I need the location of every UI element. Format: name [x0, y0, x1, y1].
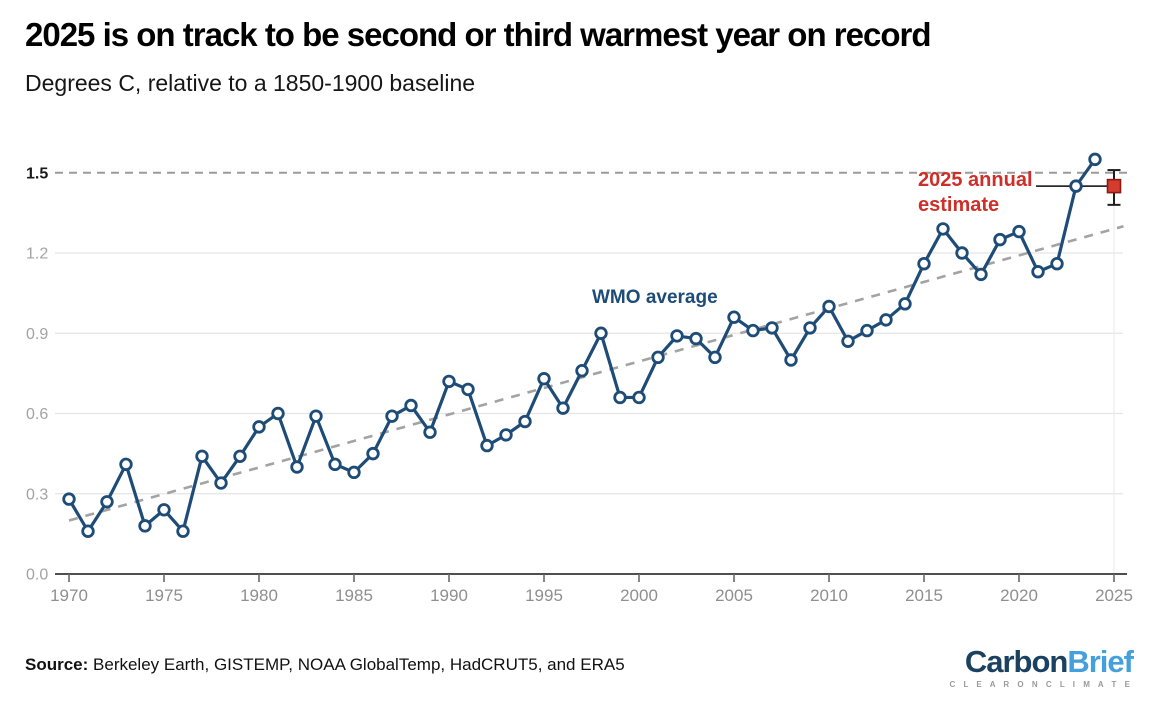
xtick-label-1975: 1975 — [145, 586, 183, 605]
data-point-1989 — [423, 425, 437, 439]
xtick-label-2025: 2025 — [1095, 586, 1133, 605]
data-point-2002 — [670, 329, 684, 343]
data-point-1996 — [556, 401, 570, 415]
xtick-label-1980: 1980 — [240, 586, 278, 605]
data-point-2006 — [746, 323, 760, 338]
source-line: Source: Berkeley Earth, GISTEMP, NOAA Gl… — [25, 655, 625, 675]
estimate-2025-marker — [1106, 178, 1122, 194]
xtick-label-2010: 2010 — [810, 586, 848, 605]
ytick-label-1.2: 1.2 — [26, 246, 48, 263]
data-point-1975 — [157, 503, 171, 517]
data-point-2019 — [993, 232, 1007, 247]
data-point-1974 — [138, 519, 152, 533]
xtick-label-2005: 2005 — [715, 586, 753, 605]
ytick-label-0.0: 0.0 — [26, 567, 48, 584]
data-point-2021 — [1031, 265, 1045, 279]
data-point-1978 — [214, 476, 228, 490]
estimate-label-line1: 2025 annual — [918, 169, 1033, 191]
data-point-2008 — [784, 353, 798, 367]
data-point-1991 — [461, 382, 475, 397]
data-point-2007 — [765, 321, 779, 335]
data-point-2015 — [917, 257, 931, 271]
data-point-1972 — [100, 495, 114, 509]
data-point-1986 — [366, 446, 380, 461]
xtick-label-1990: 1990 — [430, 586, 468, 605]
data-point-1977 — [195, 449, 209, 464]
data-point-1993 — [499, 428, 513, 442]
data-point-1979 — [233, 449, 247, 464]
data-point-1995 — [537, 372, 551, 386]
data-point-2010 — [822, 299, 836, 314]
data-point-1983 — [309, 409, 323, 423]
data-point-1999 — [613, 390, 627, 405]
xtick-label-2020: 2020 — [1000, 586, 1038, 605]
data-point-1990 — [442, 374, 456, 389]
data-point-1994 — [518, 414, 532, 429]
data-point-2024 — [1088, 152, 1102, 167]
data-point-2001 — [651, 350, 665, 365]
data-point-1980 — [252, 420, 266, 434]
data-point-2018 — [974, 267, 988, 282]
data-point-1998 — [594, 326, 608, 340]
data-point-2011 — [841, 334, 855, 348]
xtick-label-1985: 1985 — [335, 586, 373, 605]
data-point-1973 — [119, 457, 133, 472]
data-point-1992 — [480, 438, 494, 453]
data-point-2023 — [1069, 179, 1083, 193]
data-point-1971 — [81, 524, 95, 538]
data-point-1984 — [328, 457, 342, 472]
xtick-label-2000: 2000 — [620, 586, 658, 605]
data-point-1970 — [62, 492, 76, 506]
estimate-label-line2: estimate — [918, 194, 999, 216]
data-point-2000 — [632, 390, 646, 405]
xtick-label-2015: 2015 — [905, 586, 943, 605]
logo-carbon: Carbon — [964, 644, 1068, 679]
carbonbrief-logo: CarbonBrief C L E A R O N C L I M A T E — [949, 644, 1134, 689]
data-point-1976 — [176, 524, 190, 538]
data-point-2004 — [708, 350, 722, 365]
data-point-2014 — [898, 297, 912, 311]
data-point-2003 — [689, 331, 703, 346]
data-point-1988 — [404, 398, 418, 413]
source-label: Source: — [25, 655, 89, 674]
data-point-2012 — [860, 323, 874, 338]
ytick-label-0.6: 0.6 — [26, 406, 48, 423]
data-point-1987 — [385, 409, 399, 423]
wmo-average-label: WMO average — [592, 287, 718, 308]
data-point-2022 — [1050, 257, 1064, 271]
data-point-2005 — [727, 310, 741, 324]
page-subtitle: Degrees C, relative to a 1850-1900 basel… — [25, 70, 476, 96]
page-title: 2025 is on track to be second or third w… — [25, 16, 931, 53]
data-point-2017 — [955, 246, 969, 260]
data-point-2013 — [879, 313, 893, 327]
data-point-2009 — [803, 321, 817, 335]
ytick-label-1.5: 1.5 — [26, 165, 48, 182]
data-point-1997 — [575, 364, 589, 378]
data-point-1985 — [347, 465, 361, 480]
data-point-2020 — [1012, 224, 1026, 239]
xtick-label-1970: 1970 — [50, 586, 88, 605]
data-point-1982 — [290, 460, 304, 474]
data-point-2016 — [936, 222, 950, 236]
ytick-label-0.3: 0.3 — [26, 486, 48, 503]
logo-tagline: C L E A R O N C L I M A T E — [949, 680, 1133, 689]
trend-line — [68, 224, 1124, 522]
source-text: Berkeley Earth, GISTEMP, NOAA GlobalTemp… — [88, 655, 625, 674]
data-point-1981 — [271, 406, 285, 421]
xtick-label-1995: 1995 — [525, 586, 563, 605]
logo-brief: Brief — [1067, 644, 1134, 679]
logo-wordmark: CarbonBrief — [949, 644, 1134, 679]
ytick-label-0.9: 0.9 — [26, 326, 48, 343]
